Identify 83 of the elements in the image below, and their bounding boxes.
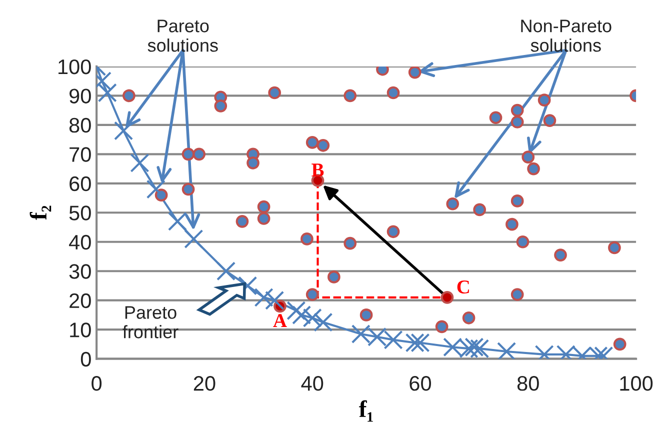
point <box>506 218 518 231</box>
x-tick-label: 80 <box>517 376 539 391</box>
point <box>386 86 400 100</box>
annotation: A <box>273 314 287 327</box>
point <box>538 94 551 106</box>
point <box>314 312 333 332</box>
annotation: Pareto frontier <box>122 306 178 338</box>
point <box>516 235 530 248</box>
point <box>265 290 284 310</box>
y-tick-label: 30 <box>69 264 91 279</box>
point <box>257 212 270 225</box>
point <box>300 232 314 246</box>
point <box>464 338 484 357</box>
point <box>344 89 357 102</box>
point <box>98 83 117 102</box>
point <box>328 270 340 284</box>
point <box>316 138 330 152</box>
annotation: Pareto solutions <box>148 20 218 52</box>
x-tick-label: 0 <box>92 376 102 391</box>
point <box>192 148 206 161</box>
point <box>470 339 490 358</box>
y-tick-label: 0 <box>80 352 91 367</box>
point <box>146 180 166 199</box>
point <box>522 150 535 164</box>
point <box>182 148 195 161</box>
point <box>286 301 306 320</box>
point <box>510 194 524 208</box>
point <box>292 305 312 325</box>
point <box>440 291 454 304</box>
point <box>344 236 357 250</box>
annotation: B <box>312 164 324 176</box>
y-tick-label: 80 <box>69 118 91 133</box>
point <box>554 248 567 262</box>
y-tick-label: 100 <box>58 59 91 74</box>
annotation: C <box>457 280 469 294</box>
point <box>462 311 476 324</box>
point <box>214 99 228 112</box>
point <box>473 203 486 216</box>
point <box>257 200 270 214</box>
y-tick-label: 60 <box>70 176 91 192</box>
y-tick-label: 10 <box>70 322 91 338</box>
point <box>130 153 150 172</box>
point <box>306 288 319 301</box>
point <box>510 116 524 128</box>
y-tick-label: 50 <box>69 206 91 220</box>
point <box>268 86 282 100</box>
point <box>497 342 516 359</box>
point <box>246 156 260 170</box>
point <box>302 308 322 328</box>
point <box>236 214 249 228</box>
point <box>613 338 626 351</box>
y-tick-label: 90 <box>70 88 91 104</box>
point <box>408 66 422 79</box>
point <box>410 333 430 352</box>
annotation: Non-Pareto solutions <box>521 20 612 52</box>
point <box>510 104 524 117</box>
x-tick-label: 40 <box>301 376 324 391</box>
point <box>405 333 424 352</box>
x-tick-label: 60 <box>410 376 432 391</box>
point <box>435 320 448 334</box>
point <box>114 121 134 140</box>
point <box>168 212 188 231</box>
x-tick-label: 100 <box>620 376 653 391</box>
point <box>543 114 556 127</box>
y-tick-label: 20 <box>70 293 91 308</box>
point <box>489 111 502 124</box>
point <box>182 182 195 196</box>
y-tick-label: 40 <box>69 234 91 250</box>
x-tick-label: 20 <box>194 376 216 391</box>
point <box>360 308 373 322</box>
point <box>527 162 540 176</box>
point <box>306 136 319 149</box>
point <box>446 197 460 210</box>
point <box>254 288 274 307</box>
point <box>122 89 136 102</box>
point <box>184 229 204 249</box>
y-tick-label: 70 <box>70 147 91 162</box>
x-axis-title: f₁ <box>359 400 373 422</box>
point <box>510 288 524 301</box>
point <box>216 262 236 281</box>
point <box>386 225 400 238</box>
y-axis-title: f₂ <box>30 206 52 220</box>
point <box>608 241 621 254</box>
